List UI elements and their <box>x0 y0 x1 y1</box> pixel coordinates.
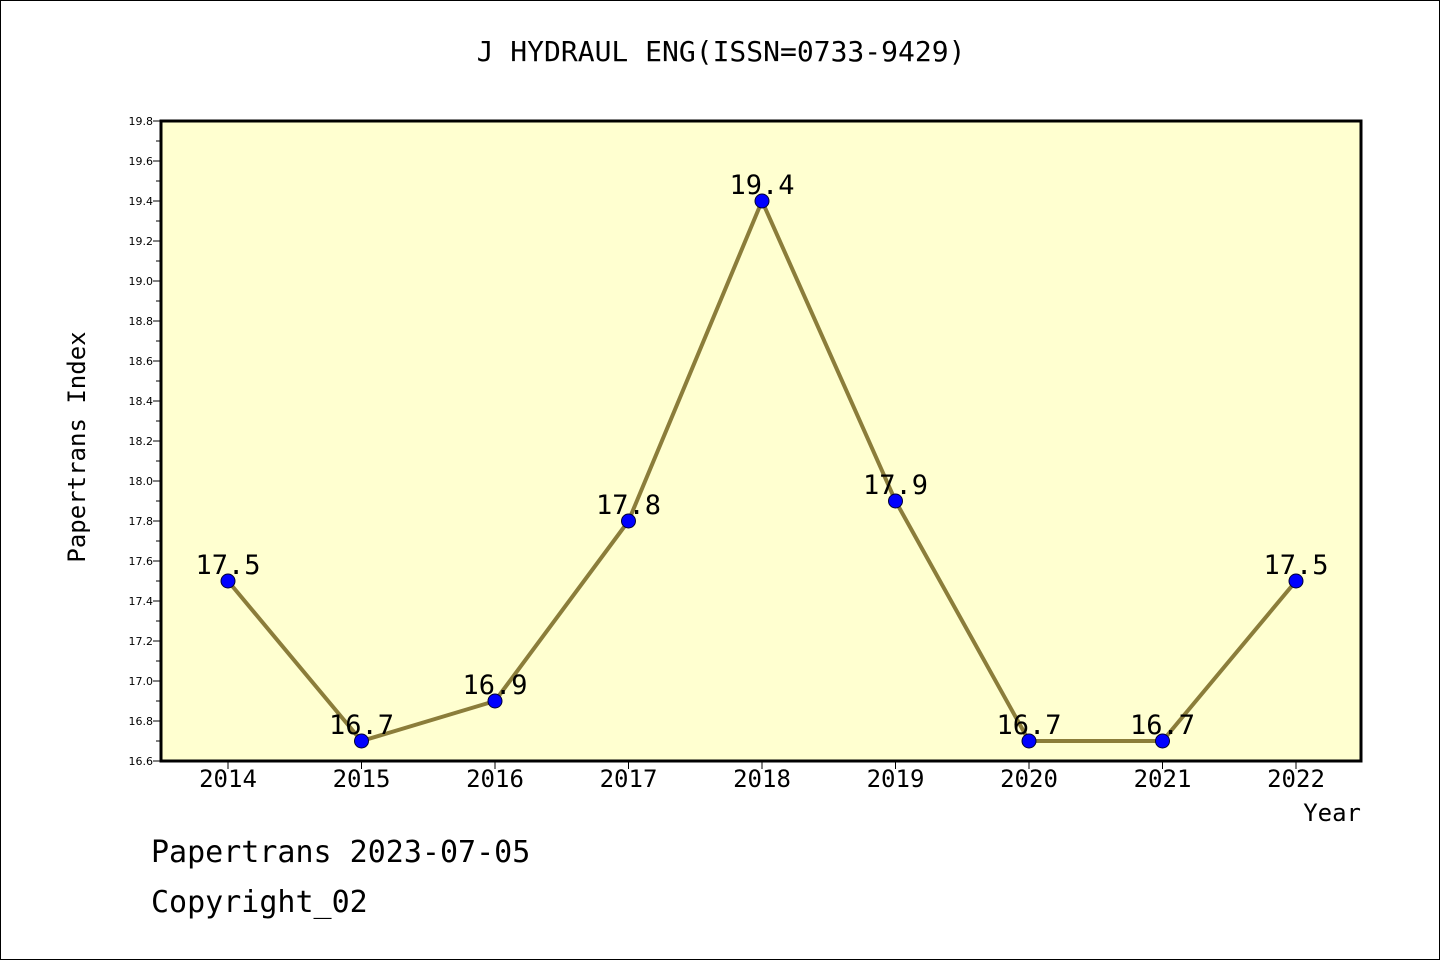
y-tick-label: 19.6 <box>129 155 154 168</box>
data-label: 19.4 <box>729 170 794 201</box>
footer-date: Papertrans 2023-07-05 <box>151 835 531 870</box>
y-tick-label: 18.2 <box>129 435 154 448</box>
x-tick-label: 2020 <box>1000 765 1058 793</box>
y-tick-label: 16.6 <box>129 755 154 768</box>
data-point <box>1021 733 1037 749</box>
y-tick-label: 18.6 <box>129 355 154 368</box>
data-point <box>487 693 503 709</box>
data-point <box>621 513 636 529</box>
x-axis-label: Year <box>1303 799 1361 827</box>
y-tick-label: 17.0 <box>129 675 154 688</box>
x-tick-label: 2017 <box>600 765 658 793</box>
y-tick-label: 17.6 <box>129 555 154 568</box>
data-point <box>754 193 770 209</box>
data-point <box>354 733 369 749</box>
data-label: 17.8 <box>596 490 661 521</box>
plot-area <box>159 119 1363 763</box>
y-tick-label: 18.8 <box>129 315 154 328</box>
y-tick-label: 17.2 <box>129 635 154 648</box>
x-axis: 2014 2015 2016 2017 2018 2019 2020 2021 2022 <box>199 761 1325 793</box>
y-tick-label: 19.2 <box>129 235 154 248</box>
x-tick-label: 2019 <box>867 765 925 793</box>
data-point <box>888 493 903 509</box>
data-label: 17.5 <box>195 550 260 581</box>
y-tick-label: 18.4 <box>129 395 154 408</box>
x-tick-label: 2016 <box>466 765 524 793</box>
data-label: 17.5 <box>1263 550 1328 581</box>
data-point <box>1288 573 1304 589</box>
x-tick-label: 2018 <box>733 765 791 793</box>
data-point <box>220 573 236 589</box>
x-tick-label: 2022 <box>1267 765 1325 793</box>
data-label: 17.9 <box>863 470 928 501</box>
x-tick-label: 2014 <box>199 765 257 793</box>
data-label: 16.7 <box>329 710 394 741</box>
y-axis-label: Papertrans Index <box>63 331 91 562</box>
y-tick-label: 18.0 <box>129 475 154 488</box>
data-point <box>1155 733 1170 749</box>
x-tick-label: 2021 <box>1134 765 1192 793</box>
y-tick-label: 16.8 <box>129 715 154 728</box>
x-tick-label: 2015 <box>333 765 391 793</box>
y-tick-label: 19.0 <box>129 275 154 288</box>
data-label: 16.9 <box>462 670 527 701</box>
data-label: 16.7 <box>1130 710 1195 741</box>
chart-title: J HYDRAUL ENG(ISSN=0733-9429) <box>476 35 966 68</box>
data-label: 16.7 <box>996 710 1061 741</box>
series-group: 17.5 16.7 16.9 17.8 19.4 17.9 16.7 16.7 17.5 <box>195 170 1329 749</box>
y-tick-label: 17.4 <box>129 595 154 608</box>
footer-copyright: Copyright_02 <box>151 885 368 920</box>
y-tick-label: 17.8 <box>129 515 154 528</box>
y-tick-label: 19.8 <box>129 115 154 128</box>
y-tick-label: 19.4 <box>129 195 154 208</box>
y-axis: 16.6 16.8 17.0 17.2 17.4 17.6 17.8 18.0 18.2 18.4… <box>129 115 161 768</box>
